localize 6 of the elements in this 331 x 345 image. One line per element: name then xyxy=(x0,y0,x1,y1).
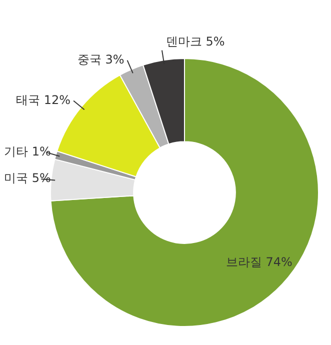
slice-label: 태국 12% xyxy=(16,92,71,107)
slice-label: 기타 1% xyxy=(4,144,51,158)
slice-label: 미국 5% xyxy=(4,171,51,186)
slice-label: 브라질 74% xyxy=(226,254,292,269)
slice-label: 중국 3% xyxy=(77,52,124,66)
slice-label: 덴마크 5% xyxy=(166,34,225,48)
